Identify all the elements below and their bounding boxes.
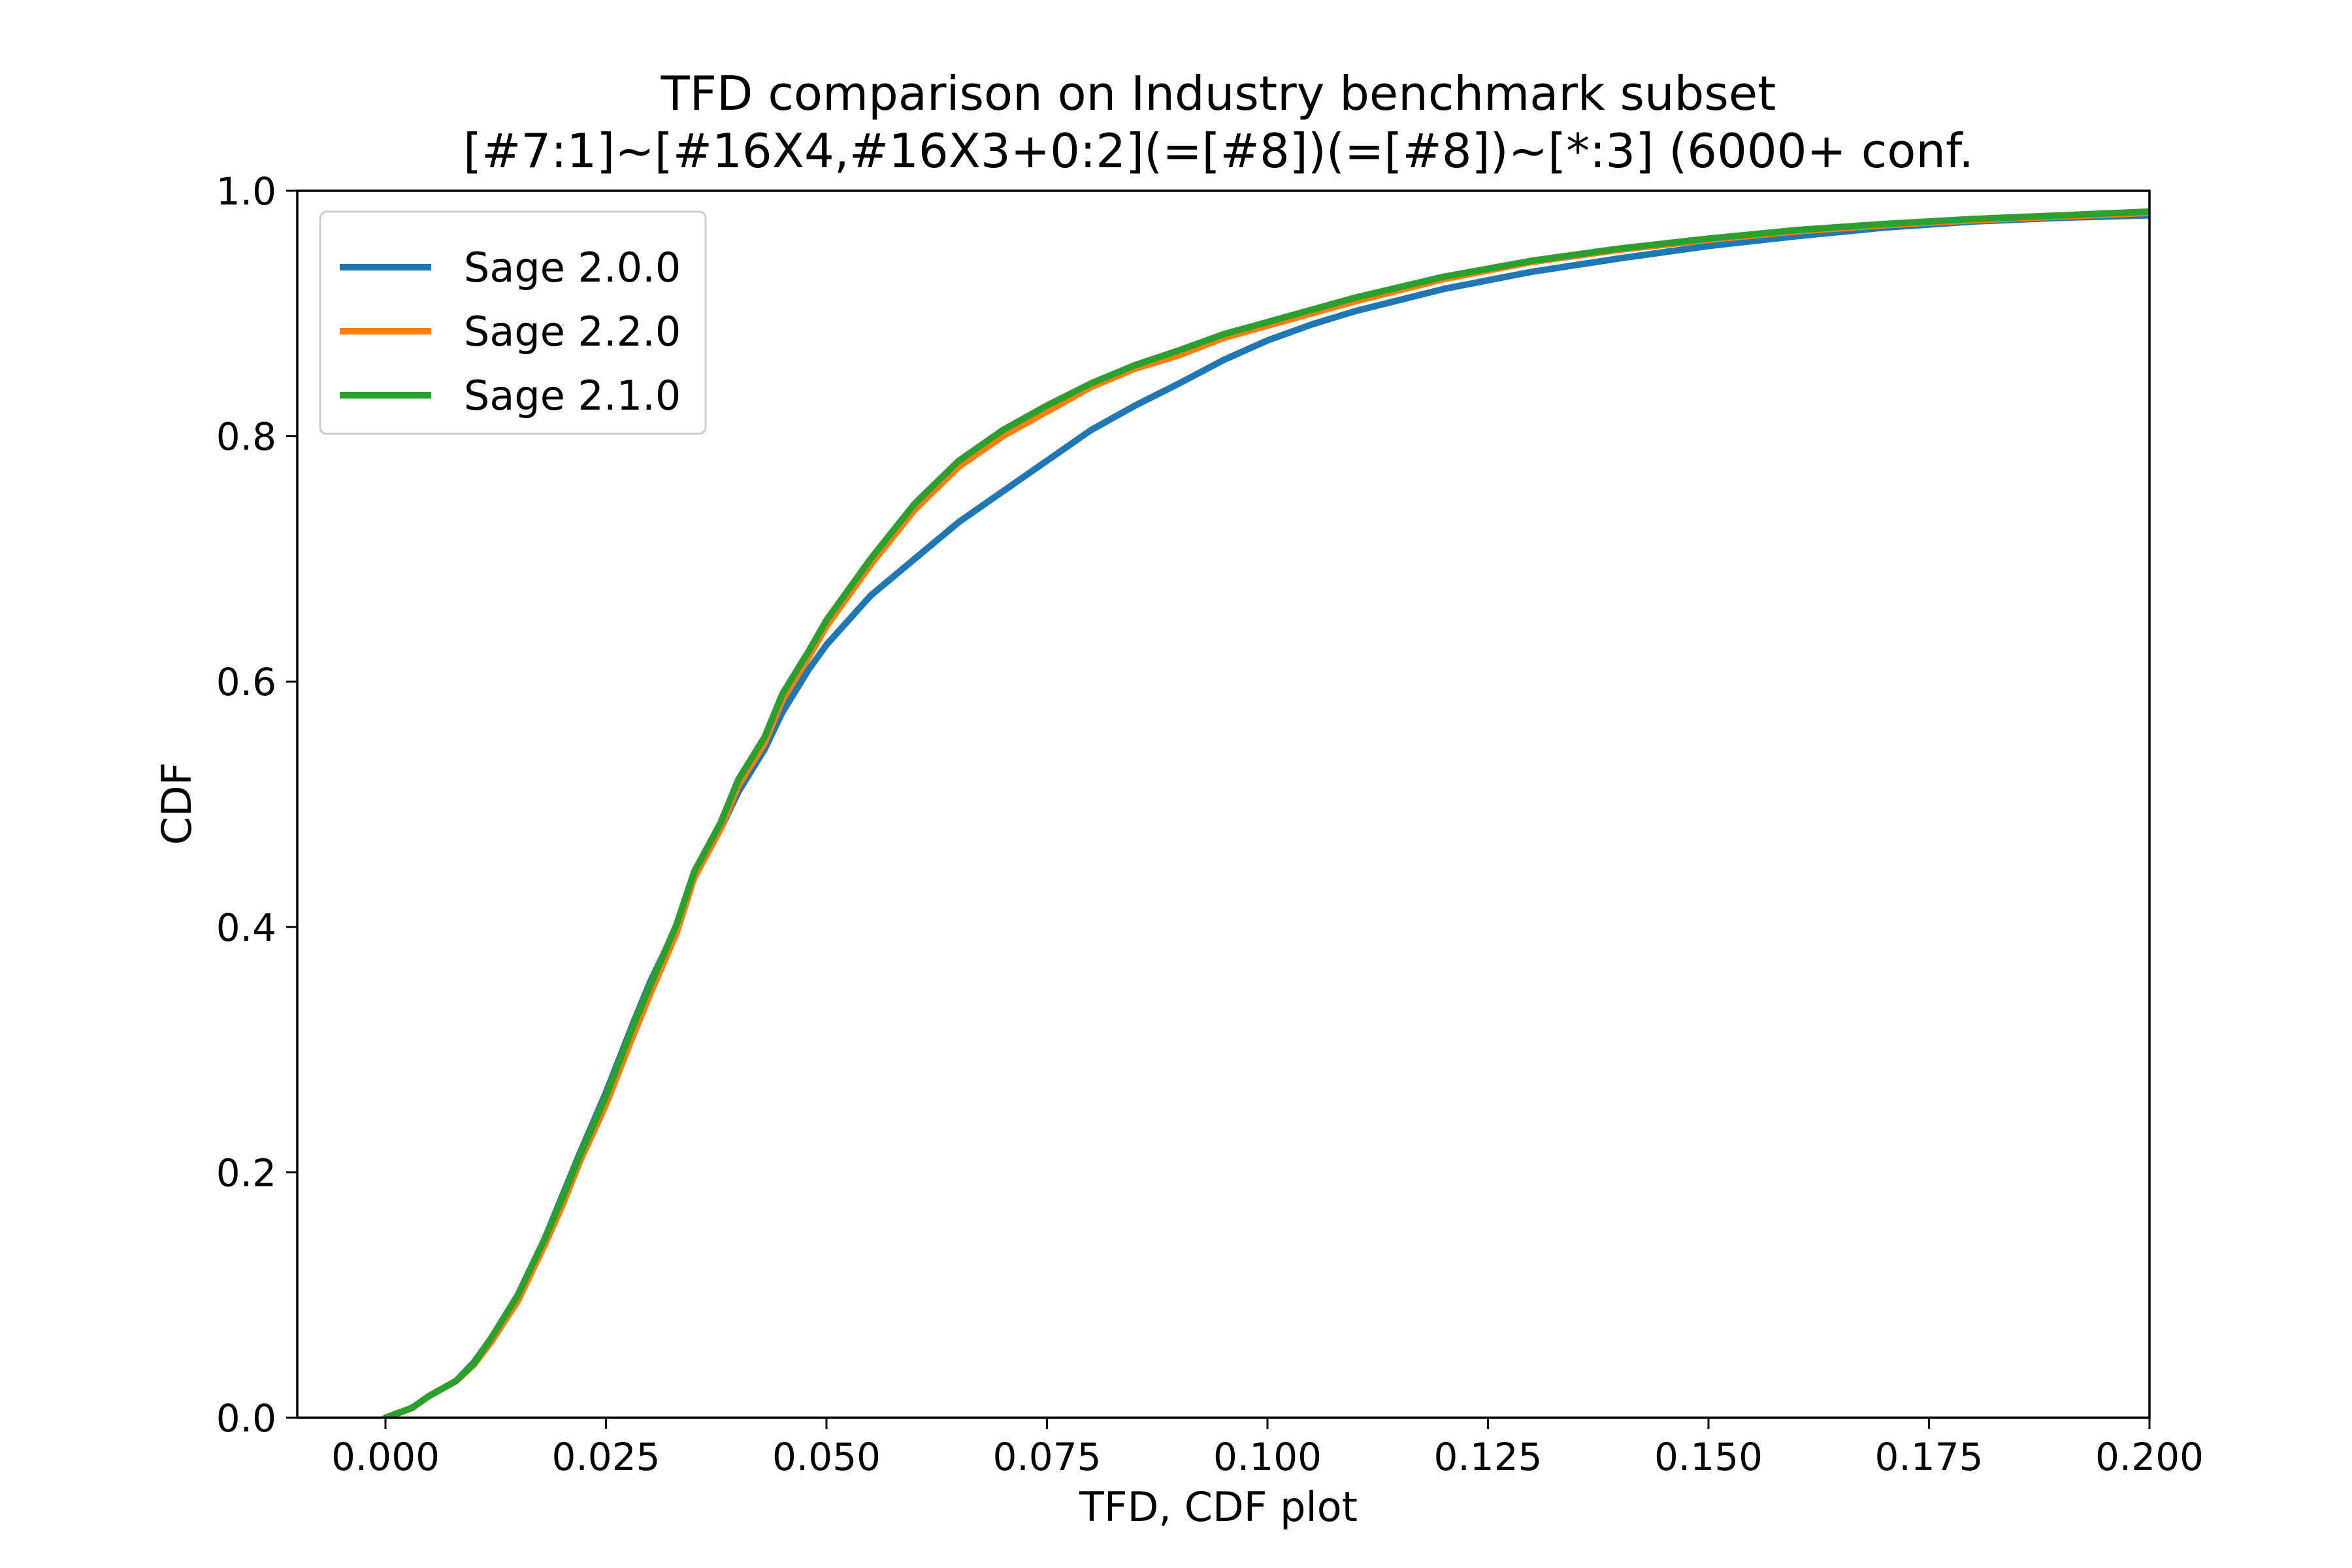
x-axis-label: TFD, CDF plot xyxy=(1079,1483,1358,1531)
y-tick-label: 0.4 xyxy=(216,906,276,950)
x-tick-label: 0.100 xyxy=(1213,1435,1322,1479)
plot-area xyxy=(296,189,2151,1419)
y-tick-label: 0.2 xyxy=(216,1151,276,1195)
series-line-3 xyxy=(382,208,2149,1418)
y-tick-label: 1.0 xyxy=(216,169,276,214)
x-tick-label: 0.050 xyxy=(772,1435,881,1479)
x-axis-ticks: 0.000 0.025 0.050 0.075 0.100 0.125 0.150 0.175… xyxy=(331,1418,2204,1479)
chart-title: TFD comparison on Industry benchmark sub… xyxy=(661,66,1776,121)
x-tick-label: 0.175 xyxy=(1874,1435,1983,1479)
y-axis-label: CDF xyxy=(153,762,201,845)
x-tick-label: 0.075 xyxy=(992,1435,1101,1479)
x-tick-label: 0.000 xyxy=(331,1435,440,1479)
y-tick-label: 0.0 xyxy=(216,1396,276,1441)
y-axis-ticks: 0.0 0.2 0.4 0.6 0.8 1.0 xyxy=(216,169,297,1441)
x-tick-label: 0.150 xyxy=(1654,1435,1763,1479)
y-tick-label: 0.8 xyxy=(216,415,276,459)
x-tick-label: 0.025 xyxy=(551,1435,660,1479)
legend-label-3: Sage 2.1.0 xyxy=(464,372,681,419)
x-tick-label: 0.200 xyxy=(2095,1435,2204,1479)
y-tick-label: 0.6 xyxy=(216,660,276,704)
axes-frame xyxy=(296,189,2151,1419)
x-tick-label: 0.125 xyxy=(1433,1435,1542,1479)
chart-subtitle: [#7:1]~[#16X4,#16X3+0:2](=[#8])(=[#8])~[… xyxy=(463,123,1974,178)
legend-label-2: Sage 2.2.0 xyxy=(464,308,681,355)
series-lines xyxy=(382,208,2149,1418)
legend-label-1: Sage 2.0.0 xyxy=(464,244,681,291)
legend: Sage 2.0.0 Sage 2.2.0 Sage 2.1.0 xyxy=(319,210,707,435)
